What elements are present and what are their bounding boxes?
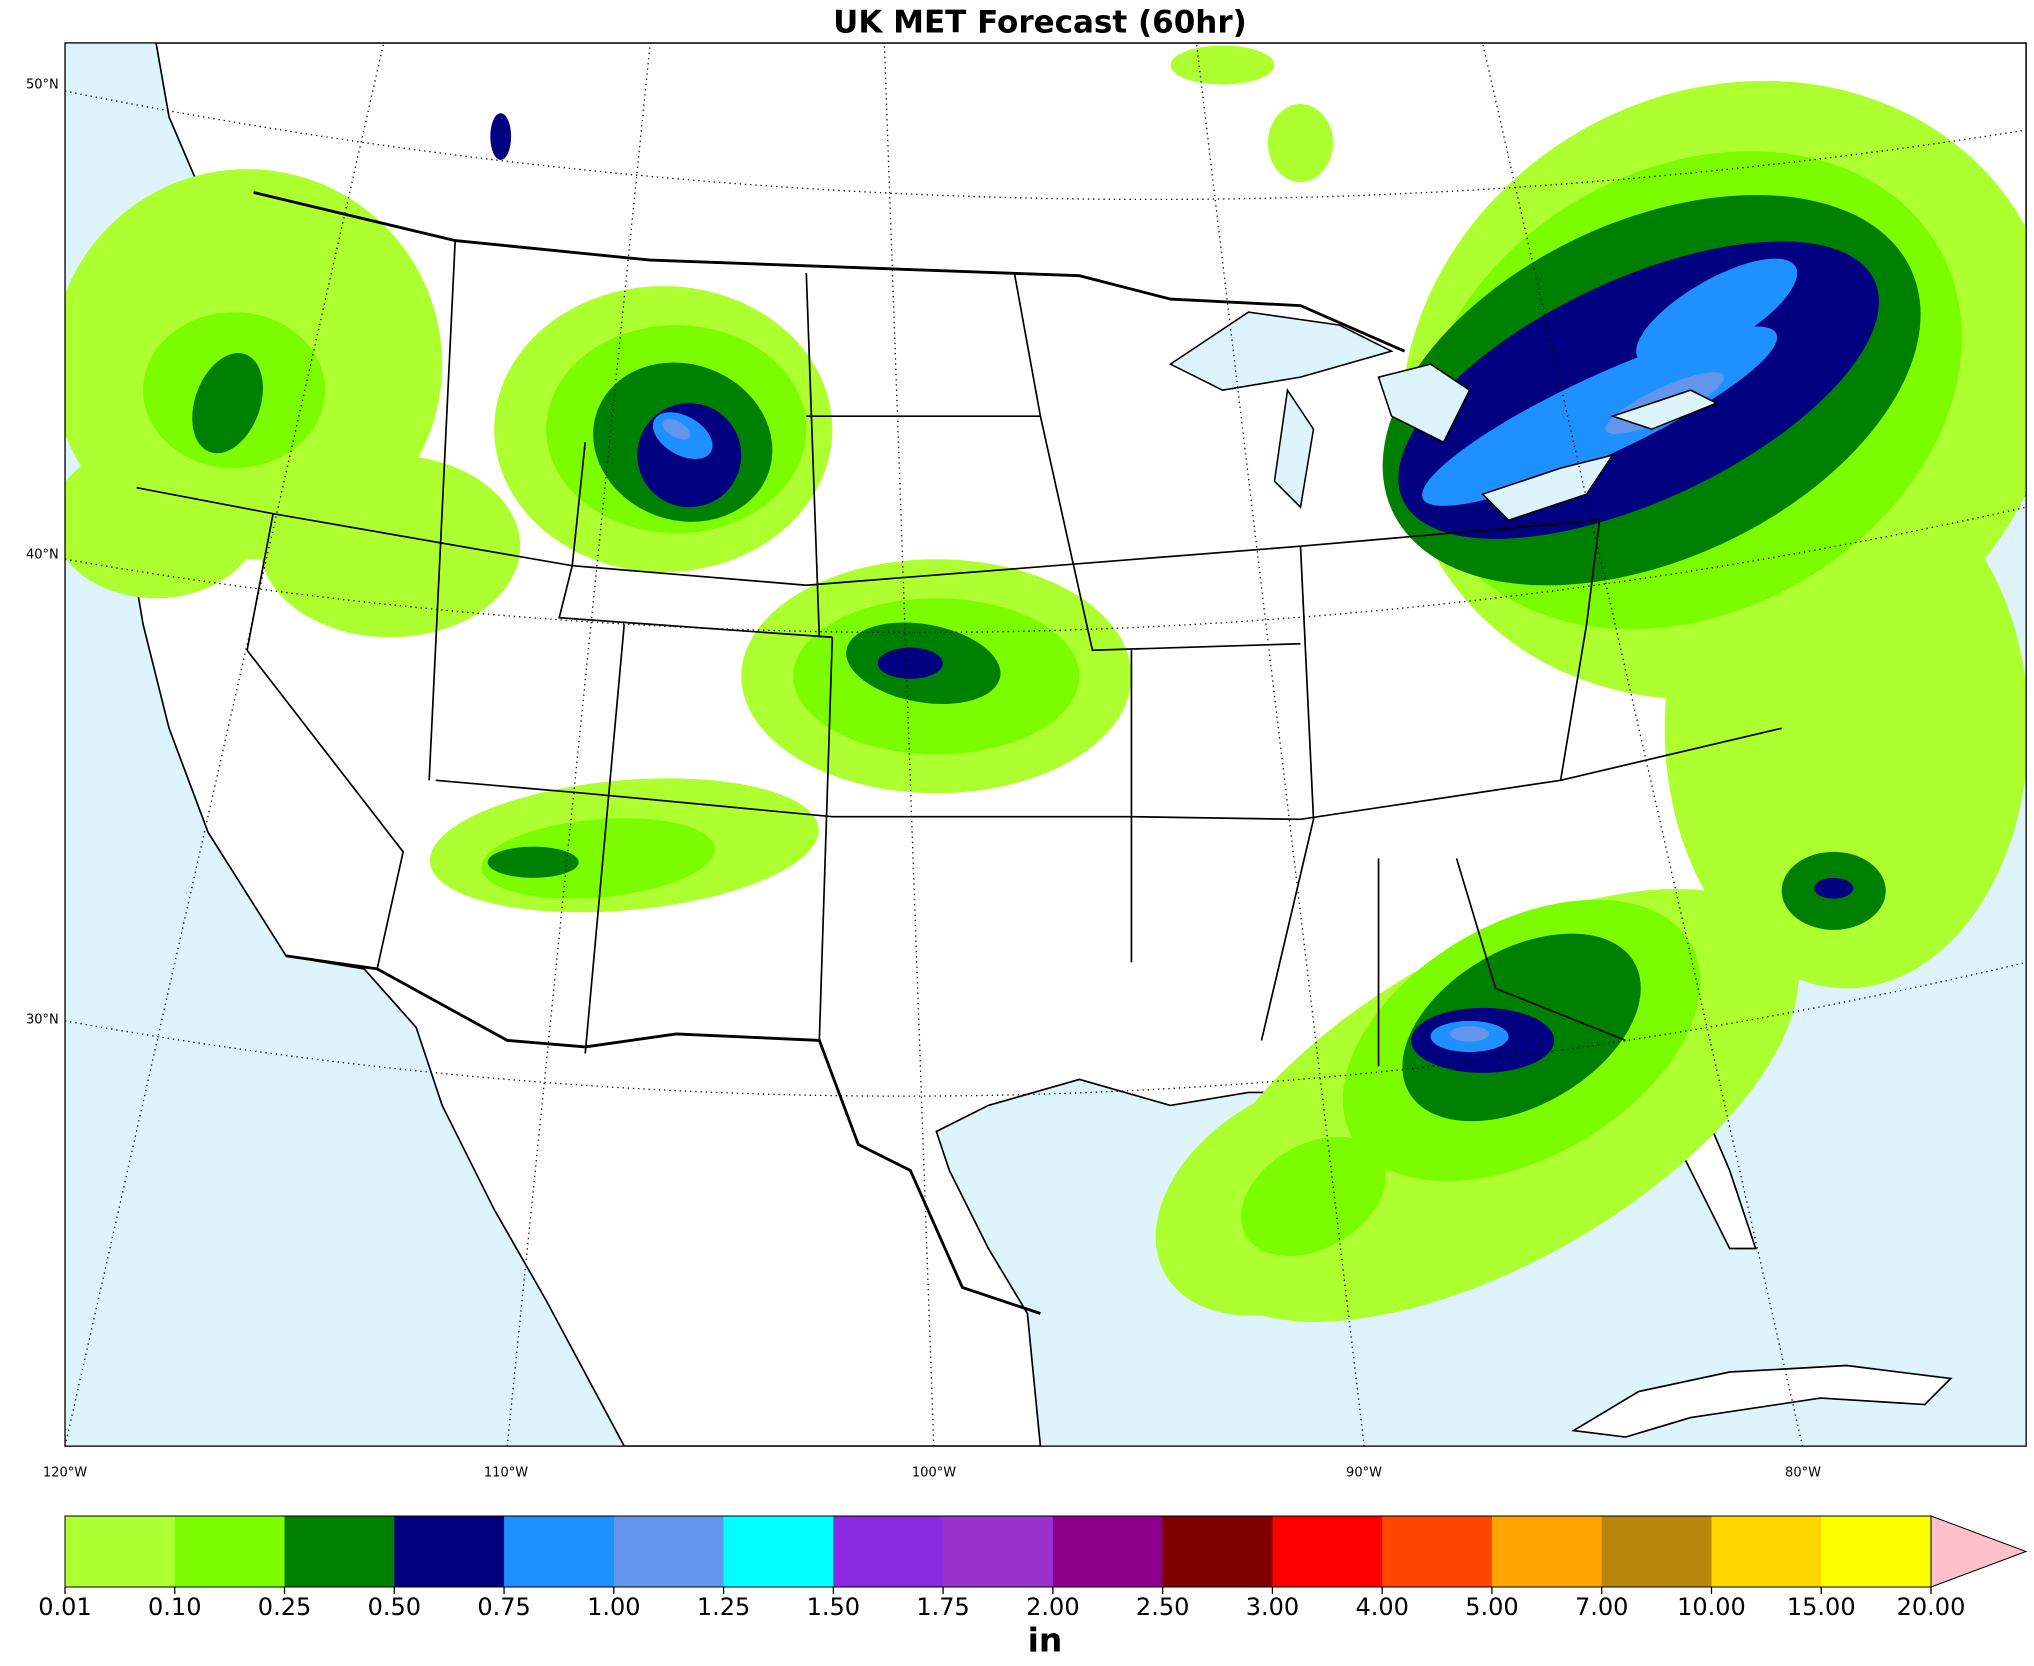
colorbar-box	[833, 1516, 944, 1587]
colorbar-tick-label: 2.50	[1136, 1593, 1189, 1621]
colorbar-box	[1601, 1516, 1712, 1587]
precip-area	[487, 846, 579, 878]
precip-area	[1814, 877, 1854, 899]
colorbar-tick-label: 0.50	[368, 1593, 421, 1621]
lon-label: 110°W	[484, 1466, 528, 1481]
colorbar-unit: in	[1028, 1621, 1063, 1660]
lat-label: 30°N	[26, 1013, 59, 1028]
colorbar-tick-label: 0.75	[477, 1593, 530, 1621]
colorbar-tick-label: 4.00	[1355, 1593, 1408, 1621]
precip-layer	[65, 45, 2027, 1322]
lon-label: 90°W	[1346, 1466, 1382, 1481]
colorbar-box	[174, 1516, 286, 1587]
lon-label: 100°W	[912, 1466, 956, 1481]
colorbar-box	[284, 1516, 395, 1587]
colorbar-box	[1491, 1516, 1603, 1587]
colorbar-box	[504, 1516, 615, 1587]
precip-area	[481, 818, 715, 899]
colorbar-box	[1711, 1516, 1822, 1587]
colorbar-tick-label: 0.10	[148, 1593, 201, 1621]
lat-label: 40°N	[26, 548, 59, 563]
precip-area	[1170, 45, 1275, 85]
map-frame	[64, 42, 2027, 1447]
colorbar-box	[1052, 1516, 1164, 1587]
precip-area	[490, 113, 512, 160]
colorbar-box	[1382, 1516, 1493, 1587]
colorbar-box	[394, 1516, 505, 1587]
axis-labels: 50°N 40°N 30°N 120°W 110°W 100°W 90°W 80°W	[26, 78, 1821, 1481]
precip-area	[1450, 1026, 1490, 1042]
national-border	[285, 954, 1041, 1315]
colorbar-tick-label: 20.00	[1897, 1593, 1966, 1621]
lon-label: 120°W	[43, 1466, 87, 1481]
colorbar-box	[723, 1516, 834, 1587]
colorbar: 0.01 0.10 0.25 0.50 0.75 1.00 1.25 1.50 1.75 2.00…	[38, 1515, 2028, 1621]
colorbar-tick-label: 5.00	[1465, 1593, 1518, 1621]
colorbar-extend	[1930, 1515, 2028, 1588]
colorbar-box	[1162, 1516, 1273, 1587]
colorbar-tick-label: 0.01	[38, 1593, 91, 1621]
cuba	[1571, 1364, 1953, 1438]
colorbar-tick-label: 0.25	[258, 1593, 311, 1621]
precip-area	[1422, 326, 1778, 506]
precip-area	[877, 647, 943, 679]
precip-area	[65, 442, 261, 599]
lat-label: 50°N	[26, 78, 59, 93]
colorbar-box	[1272, 1516, 1383, 1587]
precip-area	[1636, 258, 1798, 366]
colorbar-box	[1821, 1516, 1932, 1587]
colorbar-tick-label: 1.50	[807, 1593, 860, 1621]
colorbar-box	[943, 1516, 1054, 1587]
colorbar-tick-label: 1.75	[916, 1593, 969, 1621]
precip-area	[260, 455, 521, 638]
colorbar-tick-label: 7.00	[1575, 1593, 1628, 1621]
colorbar-box	[65, 1516, 176, 1587]
precip-area	[192, 353, 263, 454]
colorbar-tick-label: 1.00	[587, 1593, 640, 1621]
precip-area	[1267, 104, 1334, 183]
graticule	[65, 42, 2027, 1447]
precip-area	[1241, 1136, 1386, 1257]
colorbar-tick-label: 3.00	[1246, 1593, 1299, 1621]
map-area	[64, 42, 2027, 1447]
colorbar-tick-label: 15.00	[1787, 1593, 1856, 1621]
precip-area	[662, 418, 691, 440]
colorbar-tick-label: 2.00	[1026, 1593, 1079, 1621]
lon-label: 80°W	[1785, 1466, 1821, 1481]
colorbar-tick-label: 10.00	[1677, 1593, 1746, 1621]
colorbar-box	[613, 1516, 725, 1587]
colorbar-tick-label: 1.25	[697, 1593, 750, 1621]
map-title: UK MET Forecast (60hr)	[833, 5, 1247, 41]
colorbar-frame	[64, 1515, 1932, 1588]
